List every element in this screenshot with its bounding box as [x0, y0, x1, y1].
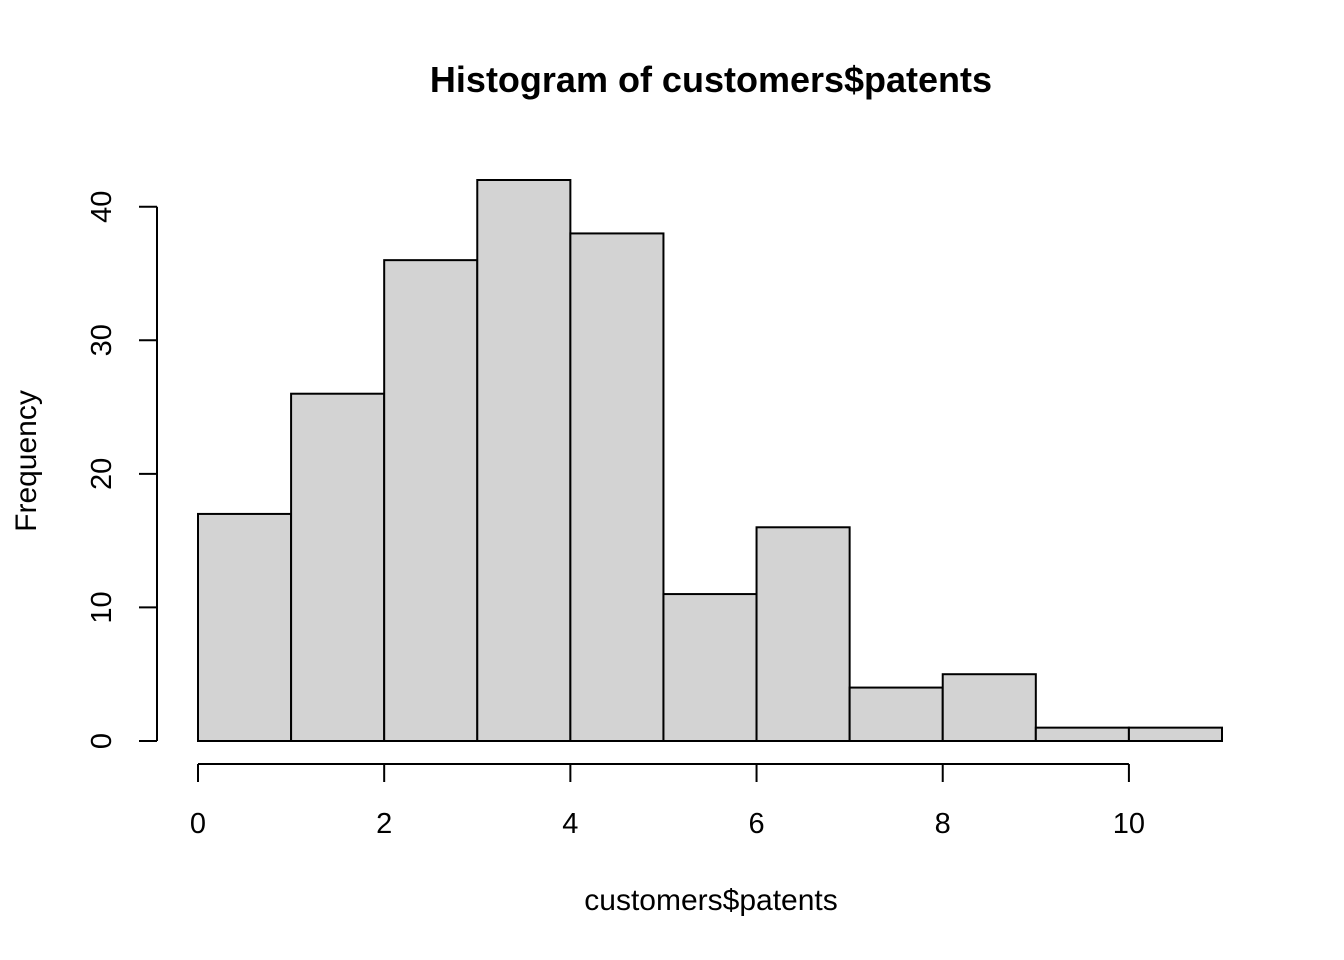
- x-tick-label-0: 0: [190, 808, 206, 840]
- histogram-bar-8: [941, 673, 1037, 743]
- y-tick-label-2: 20: [86, 458, 118, 490]
- histogram-bar-4: [569, 232, 665, 743]
- x-tick-label-2: 4: [562, 808, 578, 840]
- x-tick-label-4: 8: [935, 808, 951, 840]
- y-axis-ticks: 0 10 20 30 40: [86, 191, 157, 749]
- histogram-bar-7: [848, 686, 944, 742]
- histogram-bars: [197, 179, 1223, 743]
- y-axis-label: Frequency: [10, 390, 43, 532]
- histogram-bar-10: [1127, 726, 1223, 743]
- y-tick-label-4: 40: [86, 191, 118, 223]
- x-axis-ticks: 0 2 4 6 8 10: [190, 764, 1145, 840]
- x-tick-label-1: 2: [376, 808, 392, 840]
- chart-title: Histogram of customers$patents: [430, 59, 992, 100]
- histogram-bar-3: [476, 179, 572, 742]
- y-tick-label-3: 30: [86, 324, 118, 356]
- x-axis-label: customers$patents: [584, 884, 837, 917]
- histogram-bar-9: [1034, 726, 1130, 743]
- histogram-bar-5: [662, 593, 758, 742]
- x-tick-label-5: 10: [1113, 808, 1145, 840]
- histogram-bar-0: [197, 512, 293, 743]
- y-tick-label-1: 10: [86, 591, 118, 623]
- histogram-bar-6: [755, 526, 851, 742]
- histogram-bar-2: [383, 259, 479, 742]
- histogram-bar-1: [290, 392, 386, 742]
- y-tick-label-0: 0: [86, 733, 118, 749]
- x-tick-label-3: 6: [748, 808, 764, 840]
